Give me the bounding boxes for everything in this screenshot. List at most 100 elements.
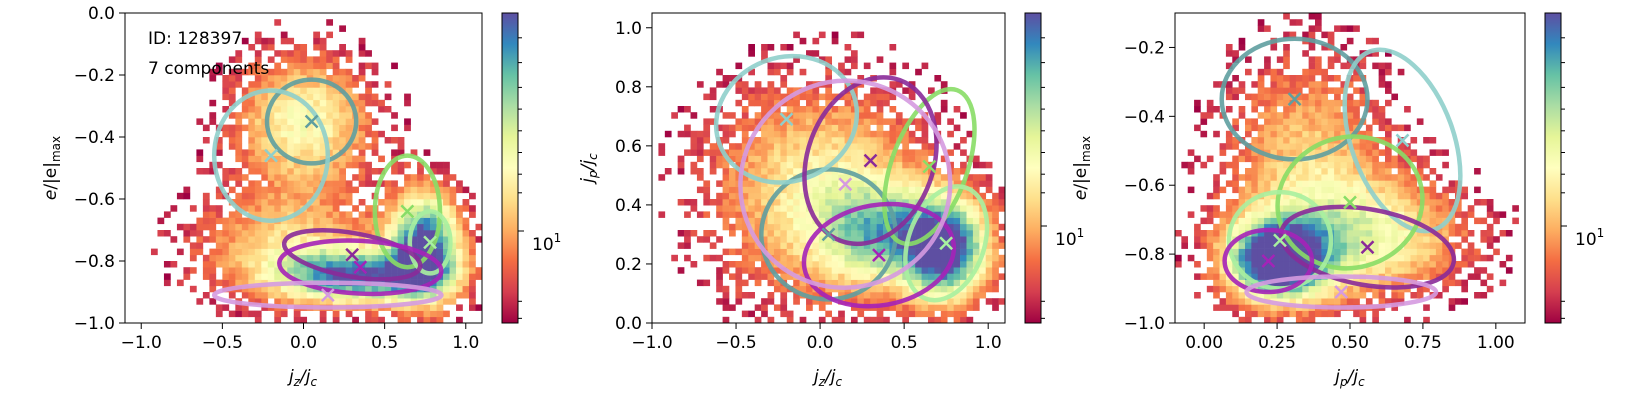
- heatmap-cell: [345, 99, 353, 107]
- heatmap-cell: [332, 186, 340, 194]
- heatmap-cell: [1289, 118, 1297, 125]
- heatmap-cell: [287, 137, 295, 144]
- heatmap-cell: [992, 261, 999, 268]
- heatmap-cell: [456, 211, 463, 218]
- heatmap-cell: [696, 143, 704, 150]
- heatmap-cell: [1276, 254, 1284, 262]
- heatmap-cell: [934, 168, 942, 175]
- heatmap-cell: [274, 180, 282, 187]
- heatmap-cell: [895, 124, 903, 132]
- heatmap-cell: [228, 273, 236, 280]
- heatmap-cell: [947, 217, 954, 225]
- heatmap-cell: [1225, 137, 1233, 144]
- heatmap-cell: [1416, 285, 1424, 293]
- heatmap-cell: [1461, 230, 1469, 237]
- heatmap-cell: [443, 279, 450, 287]
- heatmap-cell: [267, 205, 275, 212]
- heatmap-cell: [812, 155, 820, 163]
- heatmap-cell: [222, 267, 230, 274]
- heatmap-cell: [1353, 118, 1360, 125]
- heatmap-cell: [825, 223, 833, 231]
- heatmap-cell: [895, 118, 903, 125]
- heatmap-cell: [748, 192, 755, 200]
- heatmap-cell: [1238, 174, 1246, 181]
- heatmap-cell: [1295, 19, 1303, 26]
- heatmap-cell: [915, 285, 922, 293]
- heatmap-cell: [1327, 285, 1335, 293]
- heatmap-cell: [397, 149, 405, 156]
- heatmap-cell: [358, 174, 366, 181]
- heatmap-cell: [838, 242, 845, 249]
- heatmap-cell: [1315, 87, 1322, 94]
- heatmap-cell: [709, 93, 717, 101]
- heatmap-cell: [812, 261, 820, 268]
- heatmap-cell: [1486, 205, 1494, 212]
- heatmap-cell: [992, 298, 999, 305]
- heatmap-cell: [1238, 37, 1246, 45]
- heatmap-cell: [921, 174, 929, 181]
- heatmap-cell: [748, 87, 755, 94]
- heatmap-cell: [261, 273, 269, 280]
- heatmap-cell: [397, 192, 405, 200]
- heatmap-cell: [1365, 285, 1373, 293]
- heatmap-cell: [319, 242, 327, 249]
- heatmap-cell: [287, 149, 295, 156]
- heatmap-cell: [1346, 236, 1354, 243]
- heatmap-cell: [1181, 161, 1189, 169]
- heatmap-cell: [332, 211, 340, 218]
- heatmap-cell: [1365, 217, 1373, 225]
- heatmap-cell: [857, 192, 865, 200]
- heatmap-cell: [1245, 310, 1252, 318]
- heatmap-cell: [934, 292, 942, 299]
- heatmap-cell: [339, 99, 346, 107]
- heatmap-cell: [908, 217, 916, 225]
- heatmap-cell: [1391, 273, 1399, 280]
- heatmap-cell: [1435, 149, 1443, 156]
- heatmap-cell: [1251, 168, 1259, 175]
- heatmap-cell: [274, 285, 282, 293]
- component-mean-marker-4: [423, 235, 437, 250]
- heatmap-cell: [780, 143, 788, 150]
- heatmap-cell: [365, 81, 372, 88]
- heatmap-cell: [1327, 261, 1335, 268]
- heatmap-cell: [1442, 205, 1449, 212]
- heatmap-cell: [998, 192, 1005, 200]
- heatmap-cell: [1315, 223, 1322, 231]
- heatmap-cell: [1321, 174, 1329, 181]
- y-tick-label: 0.0: [88, 4, 115, 24]
- heatmap-cell: [1225, 298, 1233, 305]
- heatmap-cell: [462, 273, 470, 280]
- heatmap-cell: [196, 242, 204, 249]
- heatmap-cell: [889, 304, 897, 311]
- heatmap-cell: [397, 254, 405, 262]
- heatmap-cell: [287, 180, 295, 187]
- heatmap-cell: [280, 81, 288, 88]
- heatmap-cell: [1270, 248, 1278, 256]
- heatmap-cell: [850, 298, 858, 305]
- heatmap-cell: [985, 199, 993, 206]
- heatmap-cell: [228, 137, 236, 144]
- heatmap-cell: [889, 81, 897, 88]
- heatmap-cell: [831, 279, 839, 287]
- heatmap-cell: [176, 223, 184, 231]
- heatmap-cell: [1391, 199, 1399, 206]
- heatmap-cell: [658, 211, 666, 218]
- heatmap-cell: [696, 81, 704, 88]
- heatmap-cell: [215, 143, 223, 150]
- heatmap-cell: [267, 155, 275, 163]
- heatmap-cell: [248, 199, 256, 206]
- heatmap-cell: [902, 118, 910, 125]
- heatmap-cell: [384, 211, 392, 218]
- heatmap-cell: [1276, 316, 1284, 323]
- heatmap-cell: [254, 68, 262, 76]
- heatmap-cell: [339, 292, 346, 299]
- heatmap-cell: [1397, 248, 1405, 256]
- heatmap-cell: [1289, 168, 1297, 175]
- heatmap-cell: [176, 248, 184, 256]
- heatmap-cell: [1385, 174, 1392, 181]
- heatmap-cell: [371, 81, 379, 88]
- colorbar-gradient: [1024, 12, 1042, 324]
- heatmap-cell: [267, 211, 275, 218]
- heatmap-cell: [857, 217, 865, 225]
- heatmap-cell: [254, 143, 262, 150]
